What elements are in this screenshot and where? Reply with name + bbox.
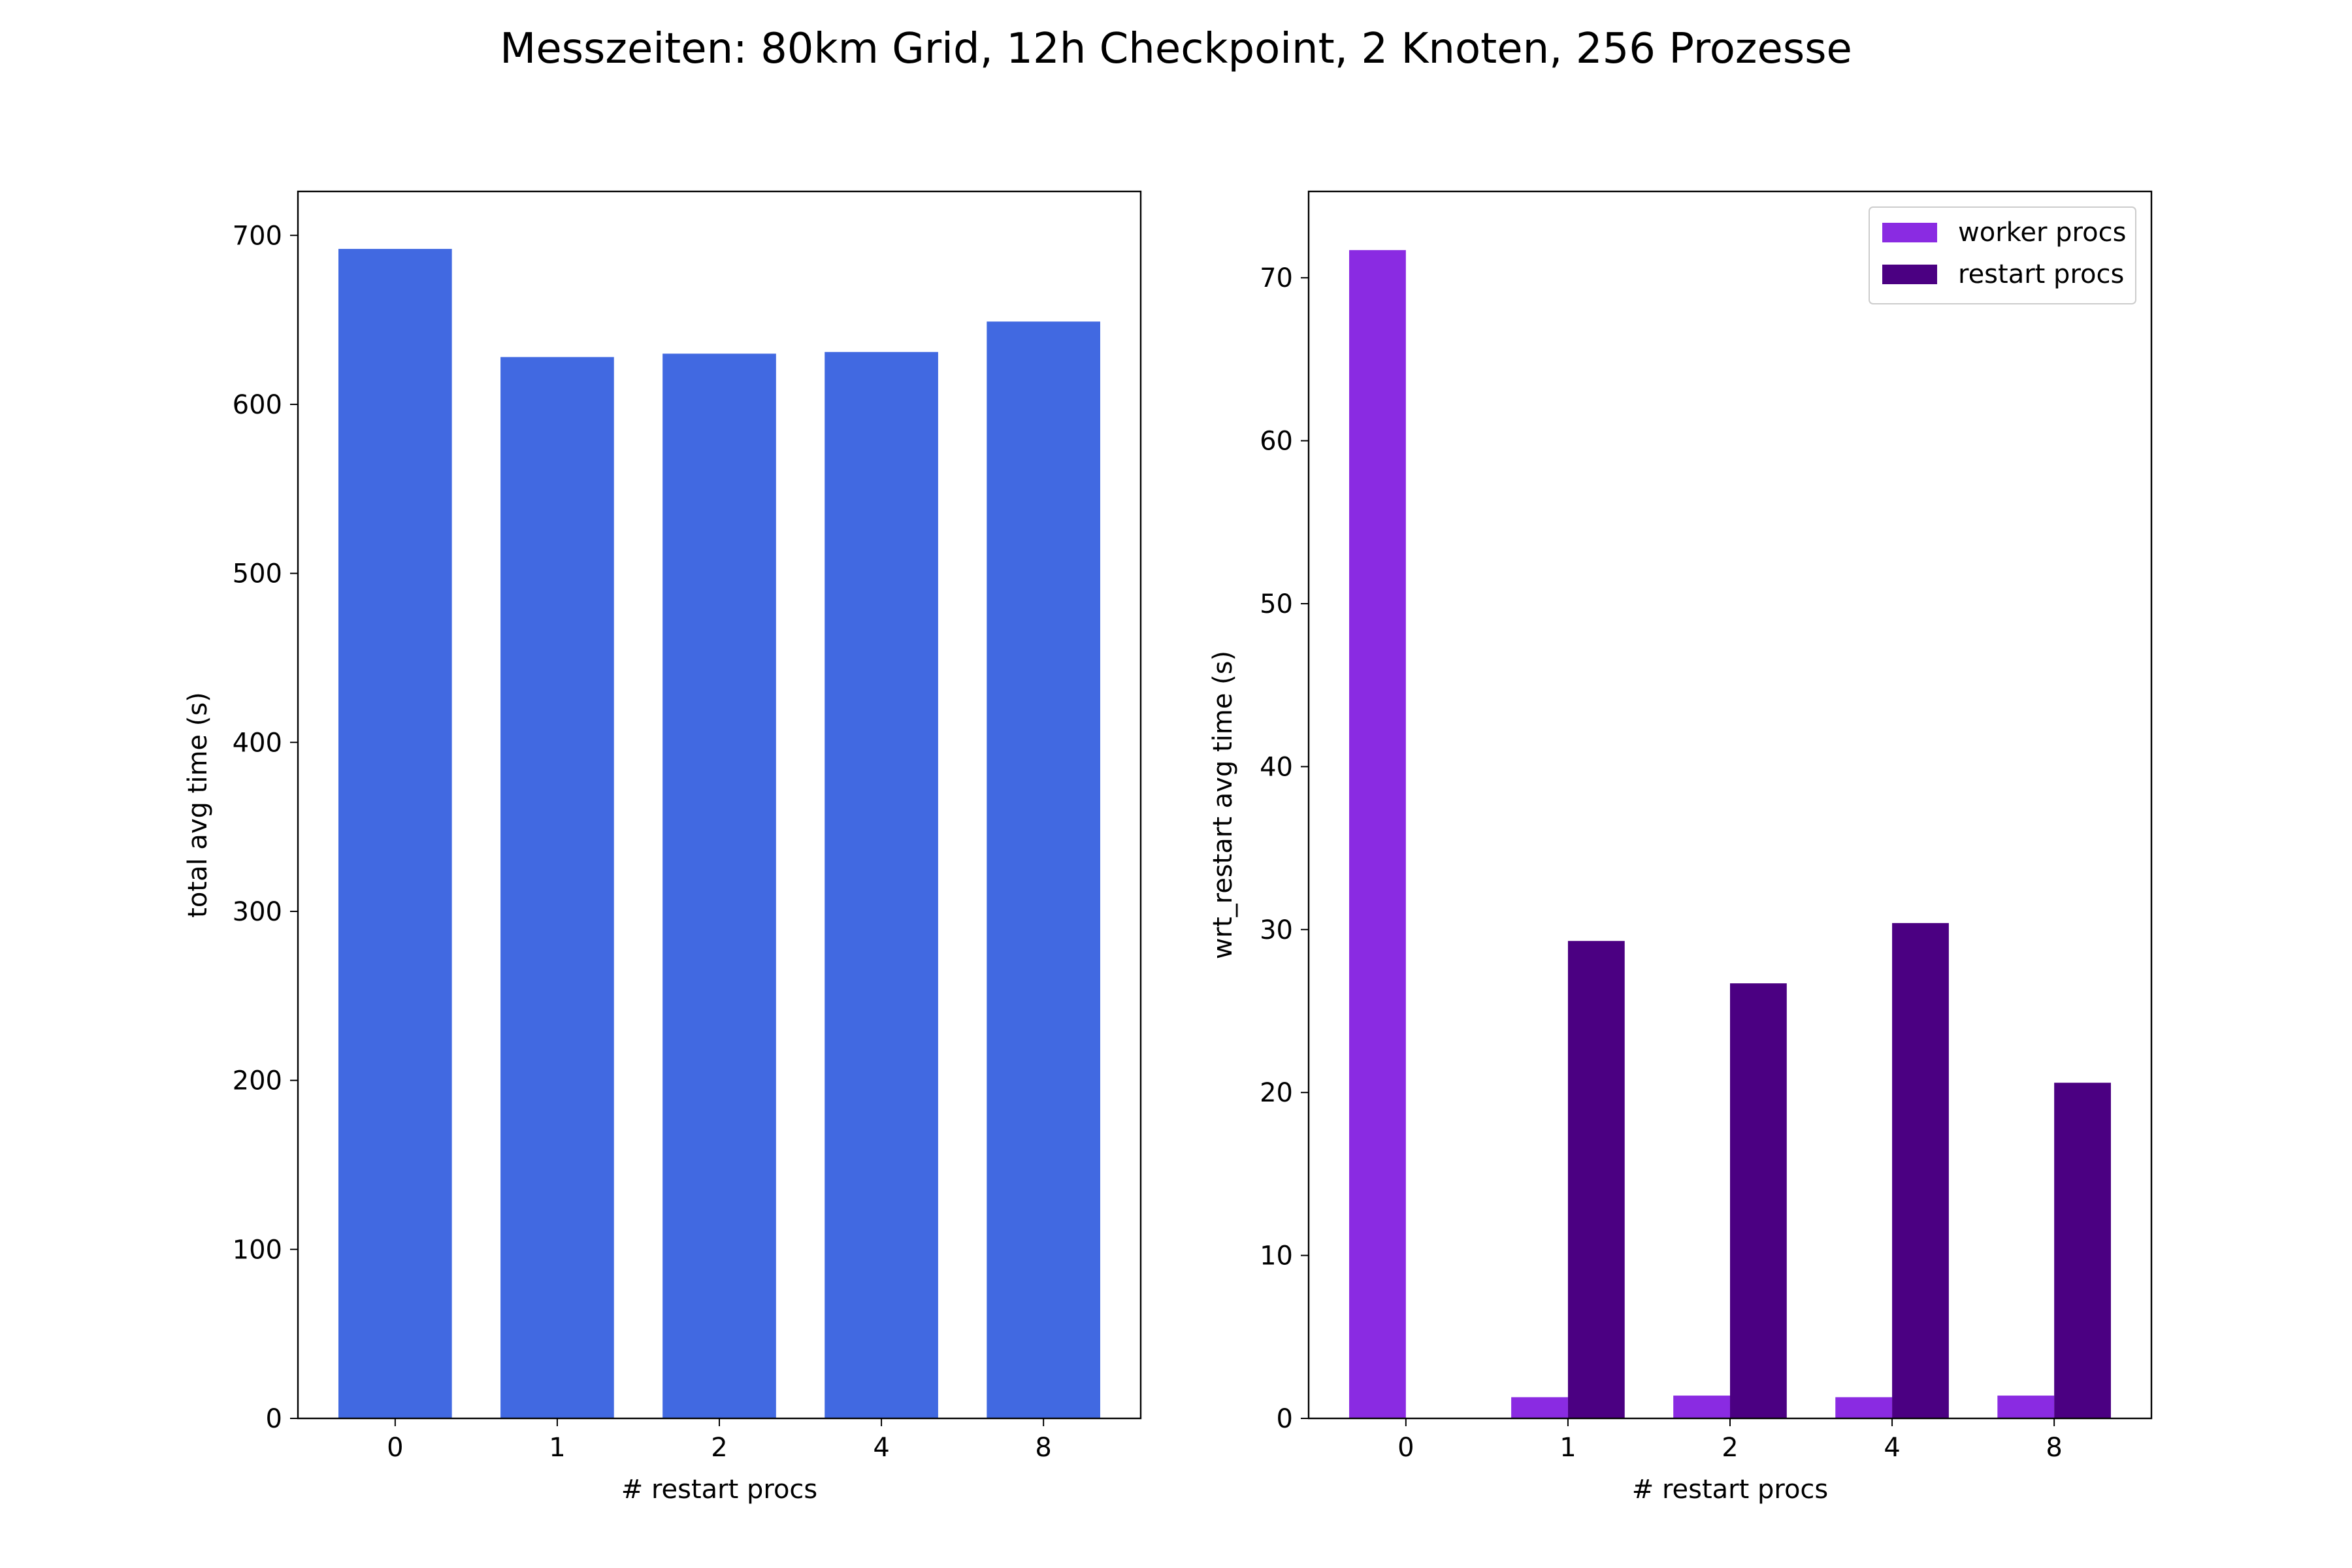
bar-total-1 [500,357,614,1418]
bar-restart-procs-8 [2054,1083,2111,1418]
x-tick-label: 4 [1884,1433,1900,1463]
y-tick-label: 500 [233,559,282,589]
y-tick-label: 70 [1260,263,1293,293]
legend-swatch [1882,223,1937,242]
bar-worker-procs-8 [1997,1396,2055,1418]
bar-worker-procs-2 [1673,1396,1730,1418]
x-axis-label: # restart procs [1632,1475,1829,1505]
y-tick-label: 50 [1260,589,1293,619]
y-tick-label: 30 [1260,915,1293,945]
bar-worker-procs-1 [1511,1397,1568,1418]
legend-label: restart procs [1958,259,2124,289]
chart-panel-wrt-restart-time: 0 1 2 4 8 0 10 20 30 40 50 60 70 # restart procs wrt_r… [1208,190,2153,1505]
x-tick-label: 0 [1397,1433,1414,1463]
bar-worker-procs-4 [1835,1397,1893,1418]
bar-restart-procs-1 [1567,941,1625,1418]
bar-restart-procs-2 [1730,983,1787,1418]
x-tick-label: 2 [1722,1433,1738,1463]
y-tick-label: 400 [233,728,282,758]
y-tick-label: 100 [233,1235,282,1265]
y-tick-label: 200 [233,1066,282,1096]
y-tick-label: 10 [1260,1241,1293,1271]
chart-panel-total-time: 0 1 2 4 8 0 100 200 300 400 500 600 700 # restart pro… [183,190,1142,1505]
figure-title: Messzeiten: 80km Grid, 12h Checkpoint, 2… [500,25,1852,73]
x-tick-label: 4 [873,1433,889,1463]
x-tick-label: 8 [1035,1433,1051,1463]
bar-total-8 [987,321,1100,1418]
y-tick-label: 300 [233,897,282,927]
x-tick-label: 0 [387,1433,403,1463]
y-tick-label: 700 [233,221,282,251]
x-tick-label: 8 [2046,1433,2062,1463]
legend-swatch [1882,265,1937,284]
y-tick-label: 600 [233,390,282,420]
bar-total-2 [662,353,776,1418]
y-axis-label: wrt_restart avg time (s) [1208,651,1238,959]
y-tick-label: 0 [266,1404,282,1434]
bar-total-4 [825,351,938,1418]
y-tick-label: 20 [1260,1078,1293,1108]
y-tick-label: 60 [1260,427,1293,457]
bar-restart-procs-4 [1892,923,1949,1418]
bar-worker-procs-0 [1349,250,1406,1418]
x-tick-label: 1 [1560,1433,1576,1463]
y-tick-label: 0 [1277,1404,1293,1434]
legend-label: worker procs [1958,218,2126,248]
x-axis-label: # restart procs [621,1475,818,1505]
y-tick-label: 40 [1260,752,1293,782]
x-tick-label: 2 [711,1433,727,1463]
bar-total-0 [338,248,452,1418]
y-axis-label: total avg time (s) [183,692,213,918]
x-tick-label: 1 [549,1433,565,1463]
